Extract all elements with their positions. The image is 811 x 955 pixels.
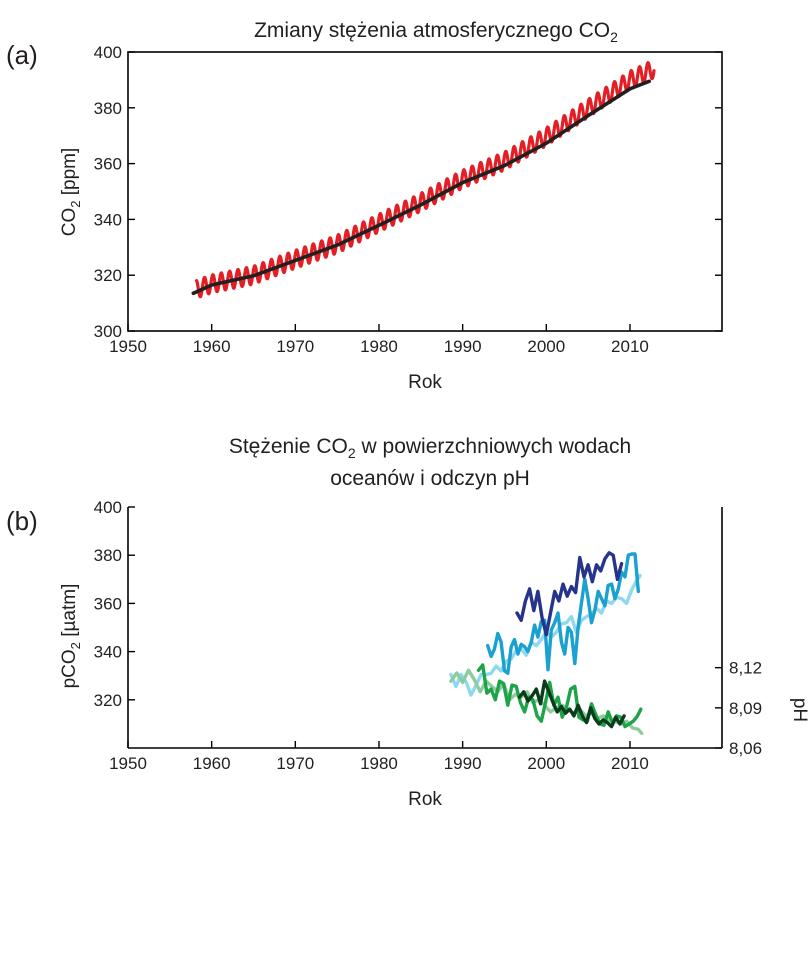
panel-a-title: Zmiany stężenia atmosferycznego CO2 [254, 19, 618, 45]
panel-b-y-axis-label: pCO2 [µatm] [59, 584, 83, 689]
ph-series-dark [517, 679, 626, 729]
panel-b-label: (b) [6, 506, 38, 536]
panel-b-x-tick-label: 1990 [444, 754, 482, 773]
panel-a-x-tick-label: 2000 [527, 337, 565, 356]
panel-a-x-tick-label: 1970 [276, 337, 314, 356]
panel-b-y-tick-label: 320 [94, 691, 122, 710]
panel-b-x-tick-label: 2010 [611, 754, 649, 773]
panel-b-series [449, 551, 644, 735]
panel-b-y2-axis-label: pH [789, 698, 810, 722]
panel-b-y2-tick-label: 8,09 [729, 699, 762, 718]
co2-monthly-series [195, 61, 656, 299]
panel-b-y-tick-label: 400 [94, 498, 122, 517]
panel-a-x-tick-label: 1990 [444, 337, 482, 356]
panel-b-x-tick-label: 1980 [360, 754, 398, 773]
panel-a: Zmiany stężenia atmosferycznego CO2 (a) … [6, 19, 723, 393]
panel-a-label: (a) [6, 40, 38, 70]
panel-b-title-line-1: Stężenie CO2 w powierzchniowych wodach [229, 435, 631, 461]
panel-a-x-axis-label: Rok [408, 372, 442, 393]
pco2-series-medium [486, 552, 640, 675]
panel-a-y-tick-label: 320 [94, 266, 122, 285]
panel-b-x-tick-label: 1970 [276, 754, 314, 773]
panel-b-title-line-2: oceanów i odczyn pH [330, 467, 530, 490]
panel-a-series [191, 61, 656, 299]
panel-b-y2-tick-label: 8,12 [729, 659, 762, 678]
panel-a-x-tick-label: 1980 [360, 337, 398, 356]
panel-a-y-tick-label: 360 [94, 155, 122, 174]
pco2-series-dark [515, 551, 624, 637]
panel-a-y-axis-label: CO2 [ppm] [59, 148, 83, 237]
panel-a-x-tick-label: 2010 [611, 337, 649, 356]
panel-b-x-axis-label: Rok [408, 789, 442, 810]
panel-a-x-tick-label: 1960 [193, 337, 231, 356]
panel-b-y-tick-label: 380 [94, 546, 122, 565]
panel-b-x-tick-label: 1950 [109, 754, 147, 773]
panel-a-plot-frame [127, 51, 723, 332]
co2-trend-series [191, 79, 652, 296]
panel-b-y2-tick-label: 8,06 [729, 739, 762, 758]
panel-b-y-tick-label: 340 [94, 643, 122, 662]
panel-a-ticks: 1950 1960 1970 1980 1990 2000 2010 300 320 340 360… [94, 43, 722, 356]
panel-b-x-tick-label: 1960 [193, 754, 231, 773]
panel-a-y-tick-label: 340 [94, 210, 122, 229]
panel-a-y-tick-label: 400 [94, 43, 122, 62]
panel-b-x-tick-label: 2000 [527, 754, 565, 773]
panel-b-y-tick-label: 360 [94, 594, 122, 613]
panel-a-y-tick-label: 380 [94, 99, 122, 118]
panel-a-y-tick-label: 300 [94, 322, 122, 341]
panel-b: Stężenie CO2 w powierzchniowych wodach o… [6, 435, 810, 810]
panel-a-x-tick-label: 1950 [109, 337, 147, 356]
panel-b-ticks: 1950 1960 1970 1980 1990 2000 2010 320 340 360 380… [94, 498, 762, 773]
